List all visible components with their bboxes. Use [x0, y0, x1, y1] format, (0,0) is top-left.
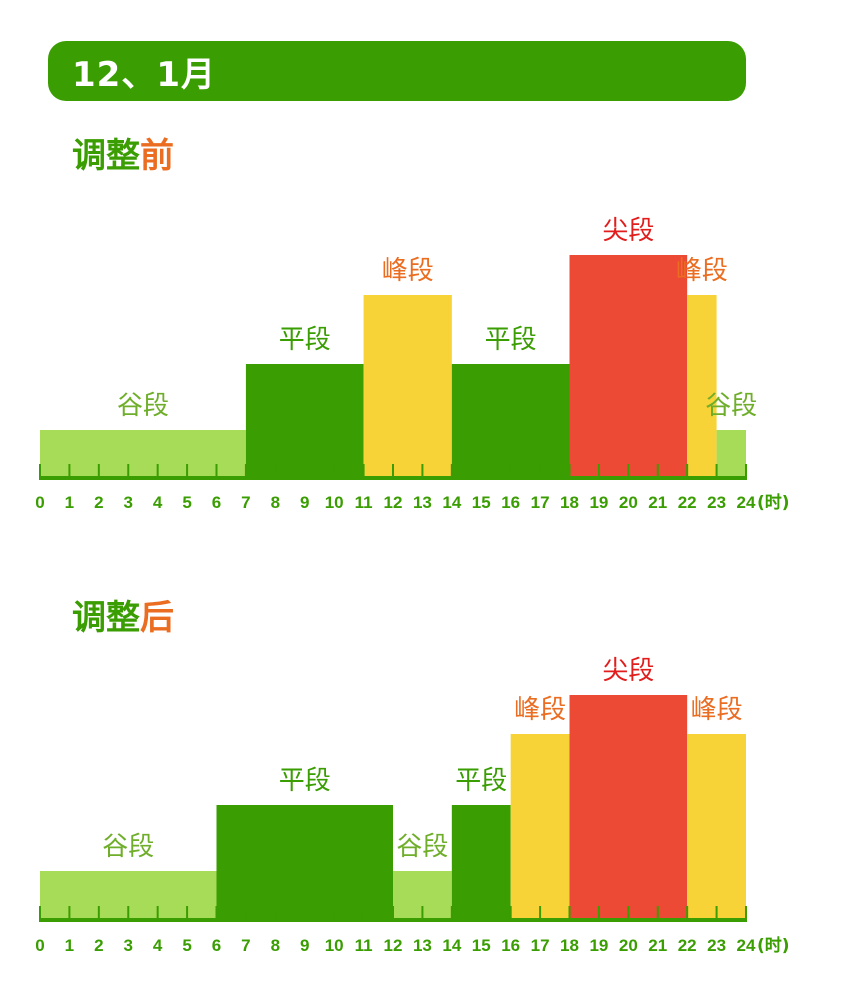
x-tick-label: 3	[124, 936, 133, 955]
bar-label-peak: 峰段	[676, 256, 728, 286]
bar-label-flat: 平段	[279, 766, 331, 796]
x-tick-label: 13	[413, 493, 432, 512]
x-tick-label: 2	[94, 493, 103, 512]
title-banner: 12、1月	[48, 41, 746, 101]
x-tick-label: 14	[442, 936, 461, 955]
x-tick-label: 21	[648, 936, 667, 955]
x-tick-label: 17	[531, 936, 550, 955]
x-tick-label: 1	[65, 936, 74, 955]
x-tick-label: 21	[648, 493, 667, 512]
bar-flat-14-16	[451, 805, 511, 918]
bar-label-flat: 平段	[279, 325, 331, 355]
x-tick-label: 5	[182, 493, 191, 512]
bar-label-flat: 平段	[485, 325, 537, 355]
x-tick-label: 12	[384, 936, 403, 955]
x-tick-label: 4	[153, 936, 163, 955]
x-tick-label: 22	[678, 936, 697, 955]
x-tick-label: 9	[300, 493, 309, 512]
x-tick-label: 12	[384, 493, 403, 512]
x-tick-label: 8	[271, 493, 280, 512]
x-tick-label: 24	[737, 493, 756, 512]
x-tick-label: 6	[212, 936, 221, 955]
x-tick-label: 22	[678, 493, 697, 512]
x-tick-label: 19	[589, 493, 608, 512]
x-tick-label: 3	[124, 493, 133, 512]
section-title-after: 调整后	[72, 590, 174, 639]
bar-sharp-peak-18-22	[569, 695, 688, 918]
x-tick-label: 10	[325, 493, 344, 512]
x-tick-label: 18	[560, 936, 579, 955]
bar-flat-6-12	[216, 805, 393, 918]
x-tick-label: 6	[212, 493, 221, 512]
bar-label-flat: 平段	[455, 766, 507, 796]
x-tick-label: 10	[325, 936, 344, 955]
x-tick-label: 0	[35, 493, 44, 512]
bar-label-valley: 谷段	[396, 832, 448, 862]
section-title-before-part1: 调整	[72, 136, 140, 176]
bar-label-peak: 峰段	[514, 695, 566, 725]
bar-flat-14-18	[451, 364, 570, 476]
section-title-after-part1: 调整	[72, 598, 140, 638]
bar-valley-23-24	[716, 430, 746, 476]
x-tick-label: 9	[300, 936, 309, 955]
x-tick-label: 24	[737, 936, 756, 955]
bar-label-valley: 谷段	[117, 391, 169, 421]
section-title-after-part2: 后	[140, 598, 174, 638]
x-tick-label: 4	[153, 493, 163, 512]
x-tick-label: 16	[501, 936, 520, 955]
x-tick-label: 15	[472, 936, 491, 955]
x-axis-unit: (时)	[757, 493, 790, 513]
x-tick-label: 14	[442, 493, 461, 512]
bar-label-valley: 谷段	[705, 391, 757, 421]
bar-peak-22-24	[687, 734, 746, 918]
x-tick-label: 7	[241, 936, 250, 955]
x-tick-label: 16	[501, 493, 520, 512]
bar-flat-7-11	[245, 364, 364, 476]
x-tick-label: 7	[241, 493, 250, 512]
bar-sharp-peak-18-22	[569, 255, 688, 476]
x-tick-label: 20	[619, 493, 638, 512]
bar-label-peak: 峰段	[382, 256, 434, 286]
banner-title: 12、1月	[72, 55, 216, 95]
bar-peak-16-18	[510, 734, 570, 918]
x-tick-label: 11	[355, 493, 373, 512]
x-tick-label: 0	[35, 936, 44, 955]
x-tick-label: 1	[65, 493, 74, 512]
x-tick-label: 19	[589, 936, 608, 955]
bar-label-sharp-peak: 尖段	[602, 216, 654, 246]
x-tick-label: 17	[531, 493, 550, 512]
section-title-before-part2: 前	[140, 136, 174, 176]
bar-peak-11-14	[363, 295, 452, 476]
x-tick-label: 2	[94, 936, 103, 955]
bar-peak-22-23	[687, 295, 717, 476]
bar-label-valley: 谷段	[102, 832, 154, 862]
x-tick-label: 15	[472, 493, 491, 512]
x-axis-unit: (时)	[757, 936, 790, 956]
x-tick-label: 8	[271, 936, 280, 955]
x-tick-label: 20	[619, 936, 638, 955]
bar-label-sharp-peak: 尖段	[602, 656, 654, 686]
bar-label-peak: 峰段	[691, 695, 743, 725]
x-tick-label: 11	[355, 936, 373, 955]
x-tick-label: 23	[707, 493, 726, 512]
x-tick-label: 18	[560, 493, 579, 512]
x-tick-label: 23	[707, 936, 726, 955]
bar-valley-0-7	[40, 430, 246, 476]
x-tick-label: 13	[413, 936, 432, 955]
section-title-before: 调整前	[72, 128, 174, 177]
x-tick-label: 5	[182, 936, 191, 955]
